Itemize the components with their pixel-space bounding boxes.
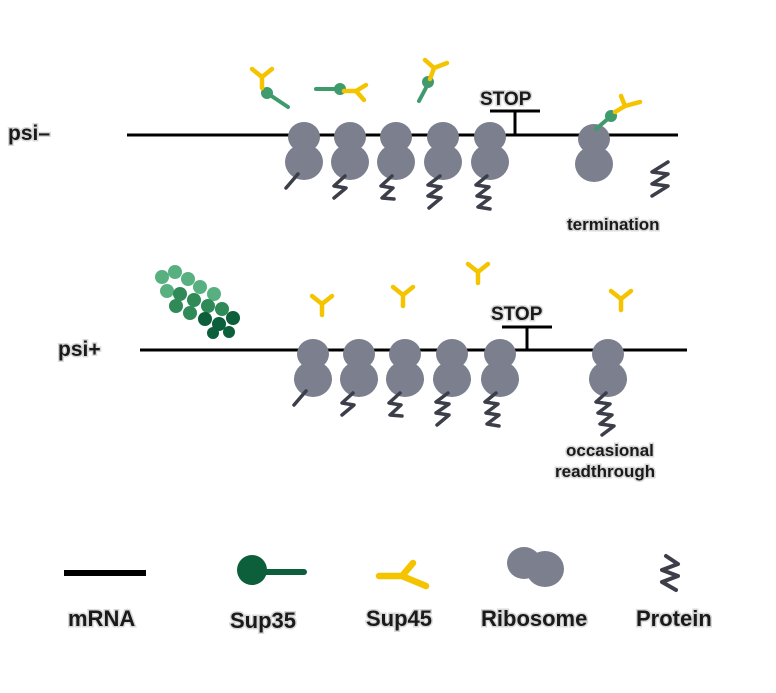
- ribosome-legend-swatch: [507, 547, 564, 587]
- protein-chain: [434, 391, 451, 427]
- protein-chain: [474, 174, 492, 211]
- mrna-legend-label: mRNA: [68, 606, 135, 631]
- readthrough-protein: [594, 391, 616, 437]
- released-protein: [650, 160, 670, 198]
- stop-codon-marker: [490, 109, 540, 135]
- ribosome: [589, 339, 627, 397]
- sup45-free: [468, 264, 488, 283]
- protein-chain: [483, 391, 501, 428]
- protein-chain: [292, 389, 308, 407]
- termination-label: termination: [567, 215, 660, 234]
- ribosome: [433, 339, 471, 397]
- protein-chain: [379, 174, 396, 201]
- legend: mRNA Sup35 Sup45 Ribosome Protein: [64, 547, 713, 635]
- sup35-sup45-complex: [252, 69, 290, 109]
- sup45-legend-swatch: [375, 559, 430, 590]
- ribosome: [424, 122, 462, 180]
- sup45-legend-label: Sup45: [366, 606, 432, 631]
- sup35-legend-swatch: [237, 555, 307, 585]
- protein-chain: [426, 174, 443, 210]
- protein-chain: [284, 172, 300, 190]
- ribosome: [575, 124, 613, 182]
- psi-plus-row: psi+ STOP: [57, 264, 687, 483]
- sup35-aggregate: [155, 265, 240, 339]
- stop-label: STOP: [491, 304, 543, 325]
- protein-legend-label: Protein: [636, 606, 712, 631]
- sup35-sup45-complex: [314, 82, 369, 103]
- ribosome: [471, 122, 509, 180]
- sup35-sup45-complex: [594, 93, 643, 131]
- readthrough-label: readthrough: [555, 462, 655, 481]
- sup45-free: [312, 296, 332, 315]
- ribosome: [377, 122, 415, 180]
- ribosome: [285, 122, 323, 180]
- protein-chain: [387, 391, 404, 418]
- ribosome: [481, 339, 519, 397]
- ribosome: [331, 122, 369, 180]
- ribosome: [294, 339, 332, 397]
- stop-label: STOP: [480, 89, 532, 110]
- psi-minus-label: psi–: [8, 122, 50, 145]
- psi-plus-label: psi+: [58, 338, 101, 361]
- sup35-legend-label: Sup35: [230, 608, 296, 633]
- protein-chain: [332, 174, 348, 200]
- protein-chain: [340, 391, 356, 417]
- psi-minus-row: psi– STOP: [7, 57, 678, 236]
- sup45-free: [393, 287, 413, 306]
- sup45-free: [611, 291, 631, 310]
- stop-codon-marker: [502, 325, 552, 350]
- ribosome: [386, 339, 424, 397]
- ribosome-legend-label: Ribosome: [481, 606, 587, 631]
- sup35-sup45-complex: [417, 57, 450, 103]
- ribosome: [340, 339, 378, 397]
- protein-legend-swatch: [660, 554, 680, 592]
- occasional-label: occasional: [566, 441, 654, 460]
